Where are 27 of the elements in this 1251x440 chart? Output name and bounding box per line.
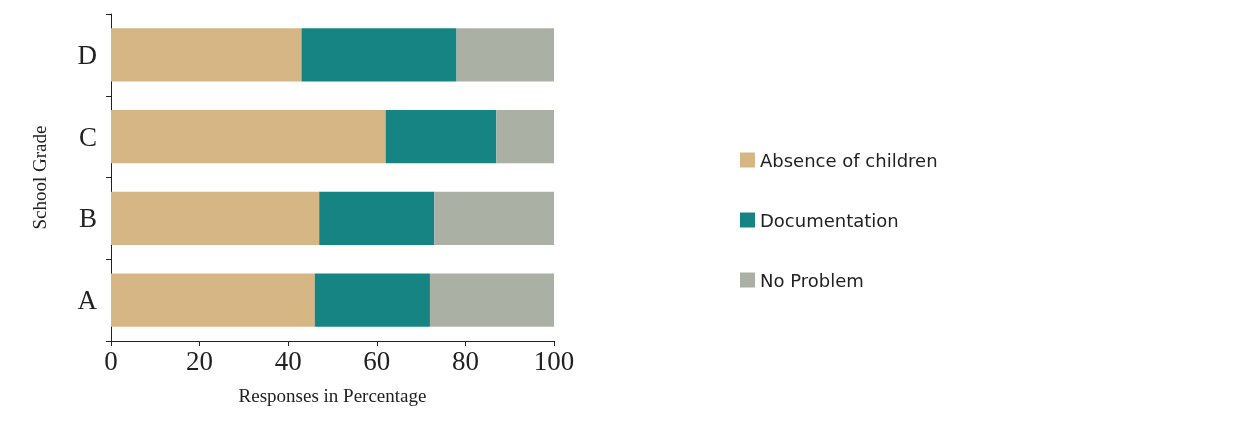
bar — [385, 110, 497, 164]
x-tick-label: 20 — [186, 345, 214, 376]
bar — [111, 273, 315, 327]
legend-label: No Problem — [760, 269, 864, 291]
x-tick-label: 0 — [104, 345, 118, 376]
y-tick-label: B — [78, 203, 97, 234]
bar — [319, 191, 435, 245]
bar — [111, 191, 320, 245]
y-tick-label: C — [78, 121, 97, 152]
legend-label: Absence of children — [760, 149, 938, 171]
bar — [456, 28, 554, 82]
bar — [111, 110, 386, 164]
x-tick-label: 80 — [451, 345, 479, 376]
x-tick-label: 40 — [274, 345, 302, 376]
bar — [301, 28, 457, 82]
y-axis-title: School Grade — [29, 125, 50, 230]
y-tick-label: A — [77, 285, 98, 316]
x-tick-label: 100 — [533, 345, 575, 376]
bar — [434, 191, 554, 245]
bar — [314, 273, 430, 327]
y-tick-label: D — [77, 39, 97, 70]
x-tick-label: 60 — [363, 345, 391, 376]
x-axis-title: Responses in Percentage — [238, 385, 427, 406]
bar — [429, 273, 554, 327]
legend-label: Documentation — [760, 209, 899, 231]
bar — [496, 110, 554, 164]
bar — [111, 28, 302, 82]
